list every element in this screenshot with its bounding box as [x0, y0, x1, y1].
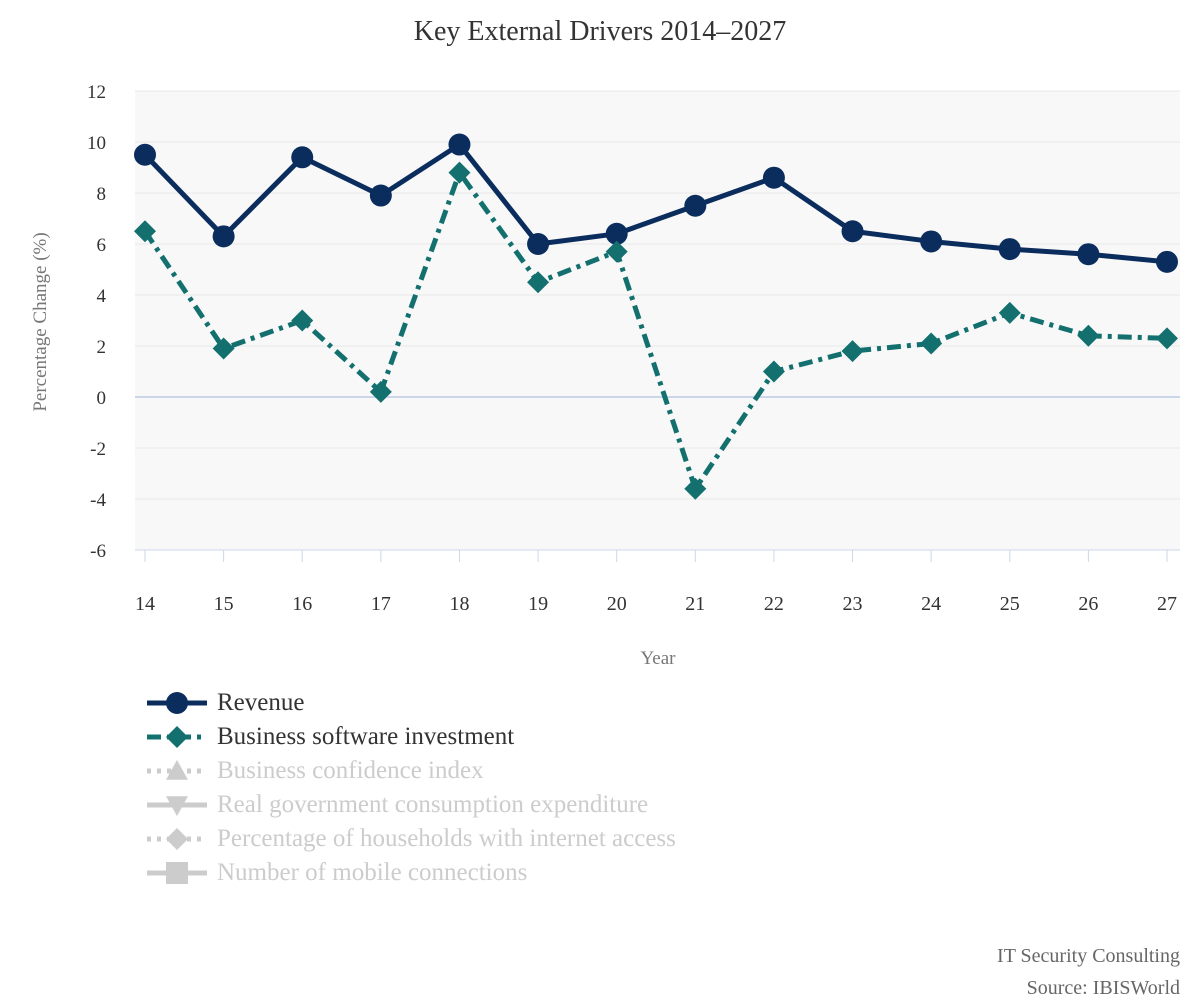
- legend-marker[interactable]: [166, 692, 188, 714]
- legend-label: Business software investment: [217, 723, 515, 750]
- data-point[interactable]: [1077, 243, 1100, 266]
- series-0: [134, 133, 1178, 273]
- data-point[interactable]: [920, 230, 943, 253]
- data-point[interactable]: [841, 220, 864, 243]
- circle-marker-icon: [147, 692, 207, 714]
- x-tick-label: 15: [214, 593, 234, 615]
- y-tick-label: 10: [87, 133, 106, 154]
- data-point[interactable]: [762, 166, 785, 189]
- x-axis: 14 15 16 17 18 19 20 21 22 23 24 25 26 27: [135, 549, 1180, 615]
- triangle-marker-icon: [147, 760, 207, 780]
- x-tick-label: 22: [764, 593, 784, 615]
- data-point[interactable]: [841, 340, 864, 363]
- data-point[interactable]: [134, 220, 156, 243]
- x-tick-label: 23: [843, 593, 863, 615]
- data-point[interactable]: [527, 271, 550, 294]
- legend-marker[interactable]: [166, 726, 188, 748]
- x-tick-label: 16: [292, 593, 312, 615]
- data-point[interactable]: [605, 222, 628, 245]
- x-tick-label: 18: [449, 593, 469, 615]
- legend-item-business-confidence-index[interactable]: Business confidence index: [145, 754, 685, 788]
- data-point[interactable]: [291, 146, 314, 169]
- x-tick-label: 14: [135, 593, 155, 615]
- credits: IT Security Consulting Source: IBISWorld: [997, 940, 1180, 1004]
- y-axis-label: Percentage Change (%): [30, 232, 51, 412]
- y-axis-ticks: -6 -4 -2 0 2 4 6 8 10 12: [87, 82, 107, 562]
- y-tick-label: 2: [97, 337, 107, 358]
- x-axis-label: Year: [640, 648, 676, 669]
- legend-marker[interactable]: [166, 828, 188, 850]
- data-point[interactable]: [762, 360, 785, 383]
- diamond-marker-icon: [147, 726, 207, 748]
- data-point[interactable]: [605, 240, 628, 263]
- data-point[interactable]: [448, 133, 471, 156]
- triangle-down-marker-icon: [147, 796, 207, 816]
- y-tick-label: 4: [97, 286, 107, 307]
- legend-label: Business confidence index: [217, 757, 484, 784]
- y-tick-label: 12: [87, 82, 106, 103]
- x-tick-label: 25: [1000, 593, 1020, 615]
- x-tick-label: 26: [1078, 593, 1098, 615]
- series-line: [143, 142, 1168, 265]
- legend-item-households-internet-access[interactable]: Percentage of households with internet a…: [145, 822, 685, 856]
- data-point[interactable]: [212, 225, 235, 248]
- data-point[interactable]: [448, 161, 471, 184]
- square-marker-icon: [147, 862, 207, 884]
- data-point[interactable]: [684, 477, 707, 500]
- data-point[interactable]: [1156, 327, 1178, 350]
- data-point[interactable]: [920, 332, 943, 355]
- x-tick-label: 19: [528, 593, 548, 615]
- x-tick-label: 17: [371, 593, 391, 615]
- data-point[interactable]: [1156, 250, 1178, 273]
- legend-item-number-of-mobile-connections[interactable]: Number of mobile connections: [145, 856, 685, 890]
- y-tick-label: 6: [97, 235, 107, 256]
- legend-marker[interactable]: [166, 760, 188, 780]
- x-tick-label: 24: [921, 593, 941, 615]
- legend-item-real-government-consumption-expenditure[interactable]: Real government consumption expenditure: [145, 788, 685, 822]
- data-point[interactable]: [291, 309, 314, 332]
- data-point[interactable]: [1077, 324, 1100, 347]
- y-tick-label: -6: [90, 541, 106, 562]
- data-point[interactable]: [998, 301, 1021, 324]
- legend: Revenue Business software investment Bus…: [145, 686, 685, 890]
- legend-label: Real government consumption expenditure: [217, 791, 649, 818]
- series-layer: [134, 133, 1178, 500]
- x-tick-label: 20: [607, 593, 627, 615]
- y-tick-label: 0: [97, 388, 107, 409]
- series-line: [142, 170, 1168, 492]
- x-tick-label: 27: [1157, 593, 1177, 615]
- data-point[interactable]: [134, 143, 156, 166]
- data-point[interactable]: [998, 238, 1021, 261]
- legend-label: Percentage of households with internet a…: [217, 825, 676, 852]
- legend-item-business-software-investment[interactable]: Business software investment: [145, 720, 685, 754]
- data-point[interactable]: [684, 194, 707, 217]
- y-tick-label: 8: [97, 184, 107, 205]
- legend-label: Revenue: [217, 689, 305, 716]
- y-tick-label: -2: [90, 439, 106, 460]
- data-point[interactable]: [369, 380, 392, 403]
- legend-marker[interactable]: [166, 796, 188, 816]
- data-point[interactable]: [212, 337, 235, 360]
- y-tick-label: -4: [90, 490, 106, 511]
- chart-title: Key External Drivers 2014–2027: [413, 16, 787, 47]
- legend-marker[interactable]: [166, 862, 188, 884]
- series-1: [134, 161, 1178, 500]
- legend-label: Number of mobile connections: [217, 859, 528, 886]
- legend-item-revenue[interactable]: Revenue: [145, 686, 685, 720]
- data-point[interactable]: [369, 184, 392, 207]
- x-tick-label: 21: [685, 593, 705, 615]
- credits-subject: IT Security Consulting: [997, 945, 1180, 967]
- diamond-marker-icon: [147, 828, 207, 850]
- credits-source: Source: IBISWorld: [1026, 977, 1180, 999]
- data-point[interactable]: [527, 233, 550, 255]
